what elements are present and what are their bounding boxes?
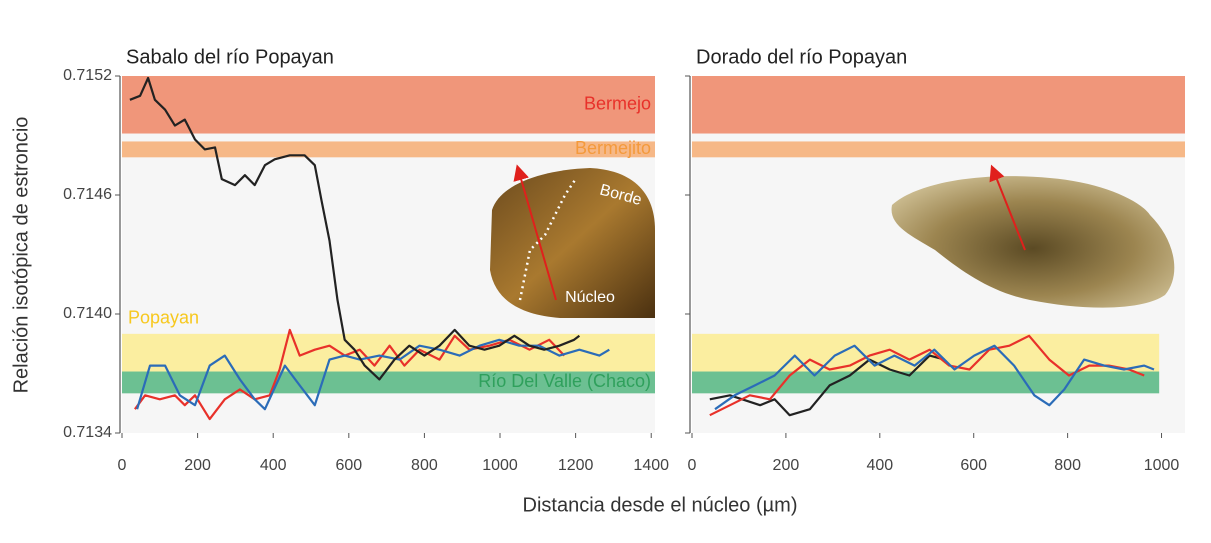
chart-title: Sabalo del río Popayan — [126, 46, 334, 68]
page: { "y_label": "Relación isotópica de estr… — [0, 0, 1211, 543]
x-tick-label: 0 — [688, 457, 697, 474]
band-label: Popayan — [128, 308, 199, 328]
x-tick-label: 400 — [260, 457, 287, 474]
band-label: Río Del Valle (Chaco) — [478, 371, 651, 391]
band-label: Bermejito — [575, 138, 651, 158]
x-tick-label: 200 — [184, 457, 211, 474]
band — [122, 76, 655, 134]
chart-title: Dorado del río Popayan — [696, 46, 907, 68]
x-tick-label: 600 — [335, 457, 362, 474]
x-tick-label: 600 — [960, 457, 987, 474]
x-tick-label: 400 — [866, 457, 893, 474]
y-tick-label: 0.7152 — [63, 67, 112, 84]
y-tick-label: 0.7146 — [63, 186, 112, 203]
x-tick-label: 1200 — [558, 457, 594, 474]
annotation: Núcleo — [565, 289, 615, 306]
x-tick-label: 0 — [118, 457, 127, 474]
x-tick-label: 1400 — [633, 457, 669, 474]
y-tick-label: 0.7134 — [63, 424, 112, 441]
x-tick-label: 1000 — [482, 457, 518, 474]
y-tick-label: 0.7140 — [63, 305, 112, 322]
band-label: Bermejo — [584, 94, 651, 114]
x-tick-label: 200 — [773, 457, 800, 474]
band — [692, 76, 1185, 134]
x-axis-title: Distancia desde el núcleo (µm) — [523, 494, 798, 516]
x-tick-label: 1000 — [1144, 457, 1180, 474]
chart: Sabalo del río Popayan Bermejo Bermejito Po… — [0, 0, 1211, 543]
x-tick-label: 800 — [411, 457, 438, 474]
y-axis-title: Relación isotópica de estroncio — [10, 117, 32, 394]
band — [692, 141, 1185, 157]
x-tick-label: 800 — [1054, 457, 1081, 474]
